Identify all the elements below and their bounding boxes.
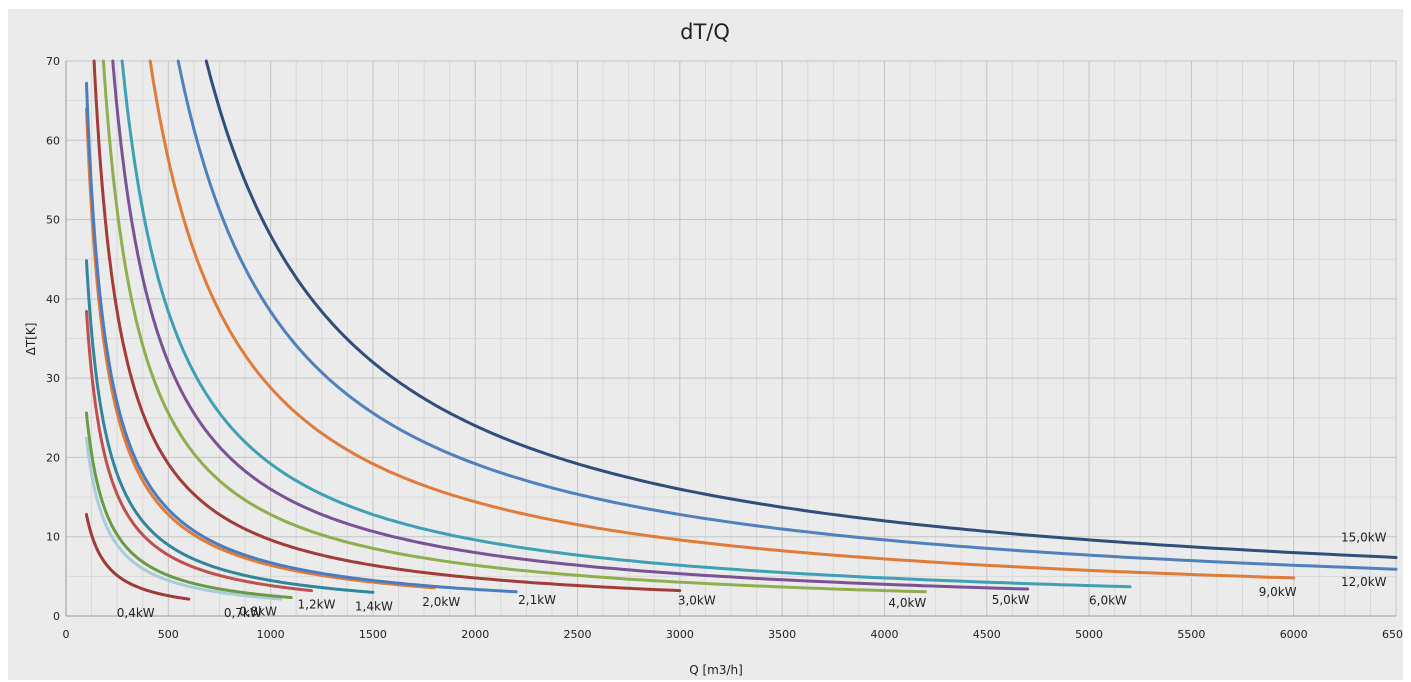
series-label: 5,0kW <box>992 593 1030 607</box>
series-line-5,0kW <box>111 59 1030 591</box>
y-tick-label: 20 <box>46 451 60 464</box>
y-tick-label: 0 <box>53 610 60 623</box>
x-tick-label: 2000 <box>461 628 489 641</box>
series-line-0,4kW <box>85 513 191 601</box>
series-label: 2,1kW <box>518 593 556 607</box>
x-tick-label: 4500 <box>973 628 1001 641</box>
series-line-0,7kW <box>85 436 283 601</box>
x-tick-label: 500 <box>158 628 179 641</box>
y-tick-label: 60 <box>46 134 60 147</box>
x-tick-label: 3000 <box>666 628 694 641</box>
series-line-6,0kW <box>120 59 1132 589</box>
series-label: 0,4kW <box>117 606 155 620</box>
series-line-3,0kW <box>92 59 682 593</box>
series-label: 0,8kW <box>239 605 277 619</box>
series-line-1,4kW <box>85 259 375 594</box>
y-tick-label: 10 <box>46 531 60 544</box>
axes: 0 500 1000 1500 2000 2500 3000 3500 4000 4500 5000… <box>46 55 1403 641</box>
series-label: 9,0kW <box>1259 585 1297 599</box>
series-label: 1,2kW <box>298 598 336 612</box>
chart: dT/Q 0 500 1000 1500 2000 2500 3000 3500 4000 450… <box>8 9 1403 680</box>
series-line-15,0kW <box>204 59 1398 559</box>
series-line-12,0kW <box>176 59 1398 571</box>
series-label: 0,7kW <box>224 606 262 620</box>
series-label: 12,0kW <box>1341 575 1387 589</box>
series-line-0,8kW <box>85 411 293 599</box>
series-label: 4,0kW <box>888 596 926 610</box>
x-tick-label: 4000 <box>870 628 898 641</box>
series-label: 3,0kW <box>678 594 716 608</box>
x-tick-label: 1500 <box>359 628 387 641</box>
series-group <box>85 59 1398 601</box>
series-label: 6,0kW <box>1089 594 1127 608</box>
series-label: 1,4kW <box>355 599 393 613</box>
grid <box>65 60 1397 617</box>
series-line-4,0kW <box>101 59 927 594</box>
chart-svg: dT/Q 0 500 1000 1500 2000 2500 3000 3500 4000 450… <box>24 20 1403 677</box>
x-tick-label: 5500 <box>1177 628 1205 641</box>
series-line-1,2kW <box>85 310 313 593</box>
x-tick-label: 6000 <box>1280 628 1308 641</box>
x-tick-label: 1000 <box>257 628 285 641</box>
y-tick-label: 70 <box>46 55 60 68</box>
y-axis-label: ΔT[K] <box>24 323 38 356</box>
series-line-2,0kW <box>85 107 436 590</box>
series-line-2,1kW <box>85 81 518 594</box>
series-label: 2,0kW <box>422 595 460 609</box>
series-label: 15,0kW <box>1341 530 1387 544</box>
y-tick-label: 50 <box>46 214 60 227</box>
y-tick-label: 40 <box>46 293 60 306</box>
x-tick-label: 0 <box>63 628 70 641</box>
x-tick-label: 2500 <box>564 628 592 641</box>
x-tick-label: 3500 <box>768 628 796 641</box>
series-line-9,0kW <box>148 59 1296 580</box>
chart-title: dT/Q <box>680 20 730 44</box>
x-tick-label: 5000 <box>1075 628 1103 641</box>
y-tick-label: 30 <box>46 372 60 385</box>
x-axis-label: Q [m3/h] <box>689 663 743 677</box>
